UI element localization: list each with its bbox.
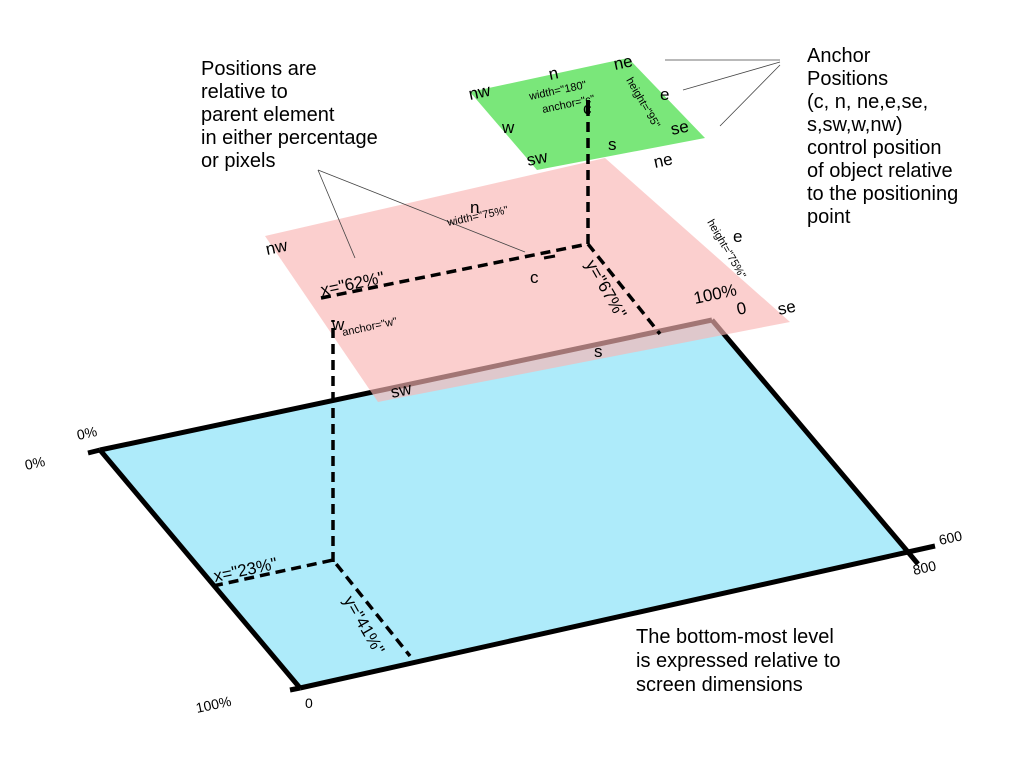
positions-note-line-3: parent element <box>201 104 335 126</box>
anchor-note-line-6: of object relative <box>807 160 953 182</box>
parent-se-label: se <box>776 297 798 319</box>
screen-bottom-left-zero-label: 0 <box>305 695 313 711</box>
bottom-note-line-3: screen dimensions <box>636 674 803 696</box>
anchor-note: Anchor Positions (c, n, ne,e,se, s,sw,w,… <box>807 45 964 228</box>
top-right-zero-label: 0 <box>735 298 748 319</box>
positions-note-line-5: or pixels <box>201 150 275 172</box>
anchor-note-line-5: control position <box>807 137 942 159</box>
anchor-note-line-8: point <box>807 206 851 228</box>
screen-bottom-left-label: 100% <box>194 693 232 716</box>
parent-nw-label: nw <box>264 236 290 259</box>
parent-sw-label: sw <box>389 379 414 402</box>
child-n-label: n <box>547 63 560 84</box>
parent-c-label: c <box>530 268 539 287</box>
positions-note-line-1: Positions are <box>201 58 317 80</box>
child-c-label: c <box>583 99 592 118</box>
leader-lines <box>317 59 781 259</box>
parent-n-label: n <box>470 198 479 217</box>
anchor-note-line-4: s,sw,w,nw) <box>807 114 903 136</box>
child-nw-label: nw <box>467 81 493 104</box>
screen-right-800-label: 800 <box>911 557 937 578</box>
bottom-note: The bottom-most level is expressed relat… <box>636 626 846 696</box>
parent-ne-label: ne <box>652 149 674 172</box>
child-w-label: w <box>501 118 515 137</box>
positioning-dashes <box>212 108 662 658</box>
parent-w-label: w <box>331 315 345 334</box>
positions-note-line-2: relative to <box>201 81 288 103</box>
bottom-note-line-1: The bottom-most level <box>636 626 834 648</box>
screen-top-left-x-label: 0% <box>75 423 98 443</box>
parent-s-label: s <box>594 342 603 361</box>
child-sw-label: sw <box>525 147 550 170</box>
screen-top-left-y-label: 0% <box>23 453 46 473</box>
parent-center-marker <box>543 254 556 260</box>
anchor-note-line-3: (c, n, ne,e,se, <box>807 91 928 113</box>
parent-plane <box>265 158 790 402</box>
bottom-note-line-2: is expressed relative to <box>636 650 841 672</box>
anchor-note-line-2: Positions <box>807 68 888 90</box>
anchor-note-line-1: Anchor <box>807 45 871 67</box>
parent-e-label: e <box>733 227 742 246</box>
positions-note-line-4: in either percentage <box>201 127 378 149</box>
positions-note: Positions are relative to parent element… <box>201 58 383 172</box>
child-e-label: e <box>660 85 669 104</box>
anchor-note-line-7: to the positioning <box>807 183 958 205</box>
child-se-label: se <box>669 117 691 139</box>
screen-right-600-label: 600 <box>937 527 963 548</box>
child-s-label: s <box>608 135 617 154</box>
child-ne-label: ne <box>612 51 634 74</box>
